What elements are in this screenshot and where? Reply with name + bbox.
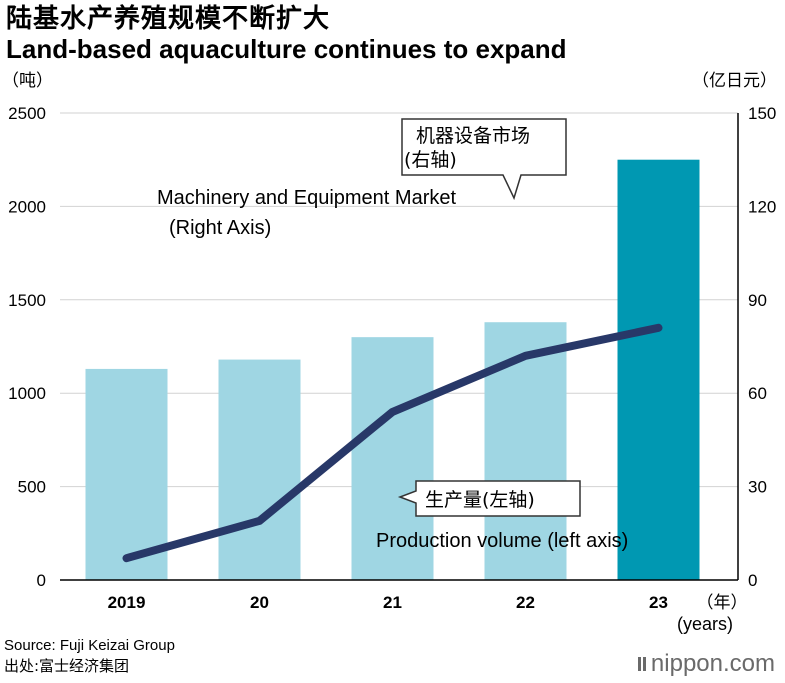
x-tick-label: 2019: [108, 593, 146, 612]
bar-callout-box: [397, 480, 581, 517]
right-axis-unit: （亿日元）: [692, 71, 777, 91]
line-label-cn-axis: (右轴): [404, 149, 457, 171]
right-tick-label: 30: [748, 478, 767, 497]
bar: [218, 359, 301, 580]
right-tick-label: 120: [748, 197, 776, 216]
source-en: Source: Fuji Keizai Group: [4, 637, 175, 654]
left-tick-label: 2500: [8, 104, 46, 123]
left-tick-label: 500: [18, 478, 46, 497]
left-tick-label: 2000: [8, 197, 46, 216]
left-tick-label: 0: [37, 571, 46, 590]
chart-title-en: Land-based aquaculture continues to expa…: [6, 34, 567, 64]
logo-mark-icon: [637, 657, 646, 671]
bar: [85, 368, 168, 580]
left-axis-unit: （吨）: [2, 71, 53, 91]
nippon-logo: nippon.com: [637, 650, 775, 678]
right-tick-label: 90: [748, 291, 767, 310]
left-tick-label: 1000: [8, 384, 46, 403]
x-tick-label: 20: [250, 593, 269, 612]
right-tick-label: 60: [748, 384, 767, 403]
line-label-en-axis: (Right Axis): [169, 217, 271, 239]
x-axis-unit-en: (years): [677, 614, 733, 634]
x-tick-label: 22: [516, 593, 535, 612]
line-callout-box: [401, 118, 567, 201]
bar-label-cn: 生产量(左轴): [425, 489, 535, 511]
x-tick-label: 21: [383, 593, 402, 612]
line-point: [525, 355, 526, 357]
bar: [617, 159, 700, 580]
line-label-en: Machinery and Equipment Market: [157, 187, 456, 209]
line-point: [126, 557, 127, 559]
left-tick-label: 1500: [8, 291, 46, 310]
line-point: [392, 411, 393, 413]
logo-text: nippon.com: [650, 650, 775, 677]
chart-title-cn: 陆基水产养殖规模不断扩大: [6, 4, 331, 34]
source-cn: 出处:富士经济集团: [4, 657, 130, 675]
line-label-cn: 机器设备市场: [416, 125, 530, 147]
bar-label-en: Production volume (left axis): [376, 530, 628, 552]
x-tick-label: 23: [649, 593, 668, 612]
x-axis-unit-cn: （年）: [697, 593, 748, 613]
line-point: [259, 520, 260, 522]
right-tick-label: 0: [748, 571, 757, 590]
right-tick-label: 150: [748, 104, 776, 123]
line-point: [658, 327, 659, 329]
bar: [351, 337, 434, 580]
